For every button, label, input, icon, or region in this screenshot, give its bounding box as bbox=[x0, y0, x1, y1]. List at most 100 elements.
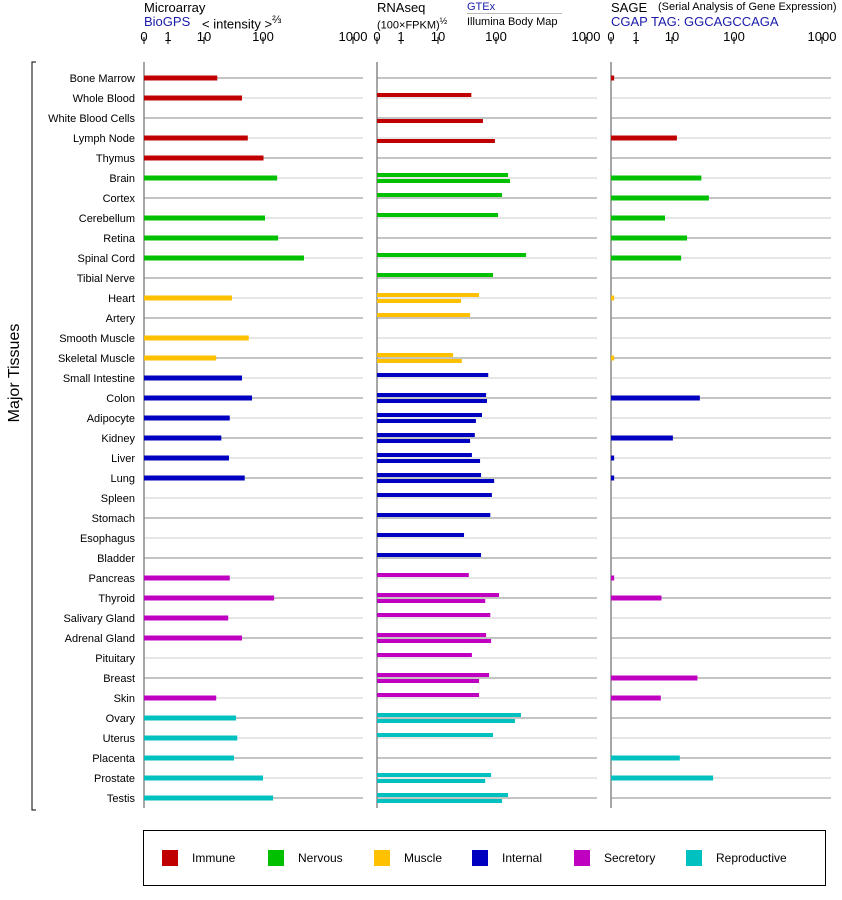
gtex-link[interactable]: GTEx bbox=[467, 1, 562, 14]
microarray-bar-spinal-cord bbox=[144, 255, 304, 261]
legend-swatch-nervous bbox=[268, 850, 284, 866]
sage-bar-skin bbox=[611, 695, 661, 701]
microarray-bar-lymph-node bbox=[144, 135, 248, 141]
legend-swatch-immune bbox=[162, 850, 178, 866]
tissue-label-breast: Breast bbox=[103, 673, 135, 685]
tissue-label-spleen: Spleen bbox=[101, 493, 135, 505]
tissue-label-cortex: Cortex bbox=[103, 193, 136, 205]
microarray-bar-retina bbox=[144, 235, 279, 241]
sage-bar-retina bbox=[611, 235, 688, 241]
rnaseq-gtex-bar-cerebellum bbox=[377, 213, 499, 217]
rnaseq-gtex-bar-liver bbox=[377, 453, 472, 457]
tissue-label-uterus: Uterus bbox=[103, 733, 136, 745]
sage-bar-colon bbox=[611, 395, 700, 401]
tissue-label-lung: Lung bbox=[111, 473, 135, 485]
illumina-label: Illumina Body Map bbox=[467, 16, 558, 28]
tissue-label-spinal-cord: Spinal Cord bbox=[78, 253, 135, 265]
sage-tick-label: 10 bbox=[665, 29, 679, 44]
rnaseq-illumina-bar-colon bbox=[377, 399, 487, 403]
microarray-bar-skin bbox=[144, 695, 217, 701]
tissue-label-bladder: Bladder bbox=[97, 553, 135, 565]
microarray-bar-thyroid bbox=[144, 595, 275, 601]
rnaseq-illumina-bar-breast bbox=[377, 679, 480, 683]
microarray-bar-kidney bbox=[144, 435, 222, 441]
microarray-bar-prostate bbox=[144, 775, 263, 781]
sage-bar-kidney bbox=[611, 435, 673, 441]
microarray-bar-ovary bbox=[144, 715, 236, 721]
legend-label-muscle: Muscle bbox=[404, 851, 442, 865]
intensity-label: < intensity >⅔ bbox=[202, 14, 281, 31]
cgap-tag-link[interactable]: CGAP TAG: GGCAGCCAGA bbox=[611, 14, 779, 29]
rnaseq-gtex-bar-adrenal-gland bbox=[377, 633, 487, 637]
sage-bar-cortex bbox=[611, 195, 709, 201]
microarray-bar-adipocyte bbox=[144, 415, 230, 421]
intensity-exponent: ⅔ bbox=[272, 14, 282, 26]
tissue-label-esophagus: Esophagus bbox=[80, 533, 136, 545]
legend-label-immune: Immune bbox=[192, 851, 236, 865]
microarray-bar-cerebellum bbox=[144, 215, 266, 221]
legend-swatch-secretory bbox=[574, 850, 590, 866]
rnaseq-gtex-bar-prostate bbox=[377, 773, 492, 777]
sage-bar-brain bbox=[611, 175, 702, 181]
sage-tick-label: 100 bbox=[723, 29, 745, 44]
rnaseq-illumina-bar-heart bbox=[377, 299, 462, 303]
microarray-tick-label: 10 bbox=[197, 29, 211, 44]
rnaseq-gtex-bar-ovary bbox=[377, 713, 521, 717]
microarray-tick-label: 0 bbox=[140, 29, 147, 44]
tissue-label-artery: Artery bbox=[106, 313, 136, 325]
rnaseq-illumina-bar-kidney bbox=[377, 439, 471, 443]
tissue-label-kidney: Kidney bbox=[101, 433, 135, 445]
rnaseq-gtex-bar-pituitary bbox=[377, 653, 472, 657]
tissue-bracket bbox=[31, 61, 36, 811]
rnaseq-illumina-bar-white-blood-cells bbox=[377, 119, 483, 123]
legend-label-reproductive: Reproductive bbox=[716, 851, 787, 865]
rnaseq-tick-label: 1 bbox=[397, 29, 404, 44]
rnaseq-illumina-bar-lymph-node bbox=[377, 139, 495, 143]
microarray-bar-lung bbox=[144, 475, 245, 481]
sage-bar-bone-marrow bbox=[611, 75, 615, 81]
rnaseq-illumina-bar-prostate bbox=[377, 779, 486, 783]
rnaseq-gtex-bar-spleen bbox=[377, 493, 492, 497]
rnaseq-gtex-bar-stomach bbox=[377, 513, 491, 517]
tissue-label-whole-blood: Whole Blood bbox=[73, 93, 135, 105]
microarray-bar-skeletal-muscle bbox=[144, 355, 217, 361]
microarray-title: Microarray bbox=[144, 0, 206, 15]
rnaseq-gtex-bar-small-intestine bbox=[377, 373, 489, 377]
sage-bar-breast bbox=[611, 675, 698, 681]
rnaseq-tick-label: 10 bbox=[431, 29, 445, 44]
legend-swatch-muscle bbox=[374, 850, 390, 866]
rnaseq-gtex-bar-esophagus bbox=[377, 533, 465, 537]
microarray-tick-label: 1000 bbox=[339, 29, 368, 44]
rnaseq-gtex-bar-colon bbox=[377, 393, 487, 397]
sage-tick-label: 1 bbox=[632, 29, 639, 44]
rnaseq-illumina-bar-testis bbox=[377, 799, 503, 803]
tissue-label-ovary: Ovary bbox=[106, 713, 136, 725]
legend-label-internal: Internal bbox=[502, 851, 542, 865]
rnaseq-tick-label: 100 bbox=[485, 29, 507, 44]
rnaseq-gtex-bar-pancreas bbox=[377, 573, 469, 577]
tissue-label-bone-marrow: Bone Marrow bbox=[70, 73, 135, 85]
tissue-label-retina: Retina bbox=[103, 233, 136, 245]
rnaseq-gtex-bar-spinal-cord bbox=[377, 253, 527, 257]
legend-label-secretory: Secretory bbox=[604, 851, 655, 865]
sage-bar-heart bbox=[611, 295, 615, 301]
rnaseq-gtex-bar-lung bbox=[377, 473, 482, 477]
microarray-bar-heart bbox=[144, 295, 232, 301]
rnaseq-gtex-bar-skin bbox=[377, 693, 480, 697]
microarray-bar-adrenal-gland bbox=[144, 635, 242, 641]
rnaseq-gtex-bar-breast bbox=[377, 673, 490, 677]
microarray-bar-thymus bbox=[144, 155, 264, 161]
rnaseq-gtex-bar-heart bbox=[377, 293, 480, 297]
tissue-label-placenta: Placenta bbox=[92, 753, 136, 765]
fpkm-exponent: ½ bbox=[439, 16, 448, 26]
sage-bar-prostate bbox=[611, 775, 714, 781]
rnaseq-illumina-bar-lung bbox=[377, 479, 495, 483]
microarray-bar-placenta bbox=[144, 755, 235, 761]
biogps-link[interactable]: BioGPS bbox=[144, 14, 191, 29]
sage-bar-lymph-node bbox=[611, 135, 677, 141]
microarray-bar-brain bbox=[144, 175, 278, 181]
rnaseq-gtex-bar-whole-blood bbox=[377, 93, 472, 97]
sage-bar-cerebellum bbox=[611, 215, 666, 221]
tissue-label-heart: Heart bbox=[108, 293, 135, 305]
